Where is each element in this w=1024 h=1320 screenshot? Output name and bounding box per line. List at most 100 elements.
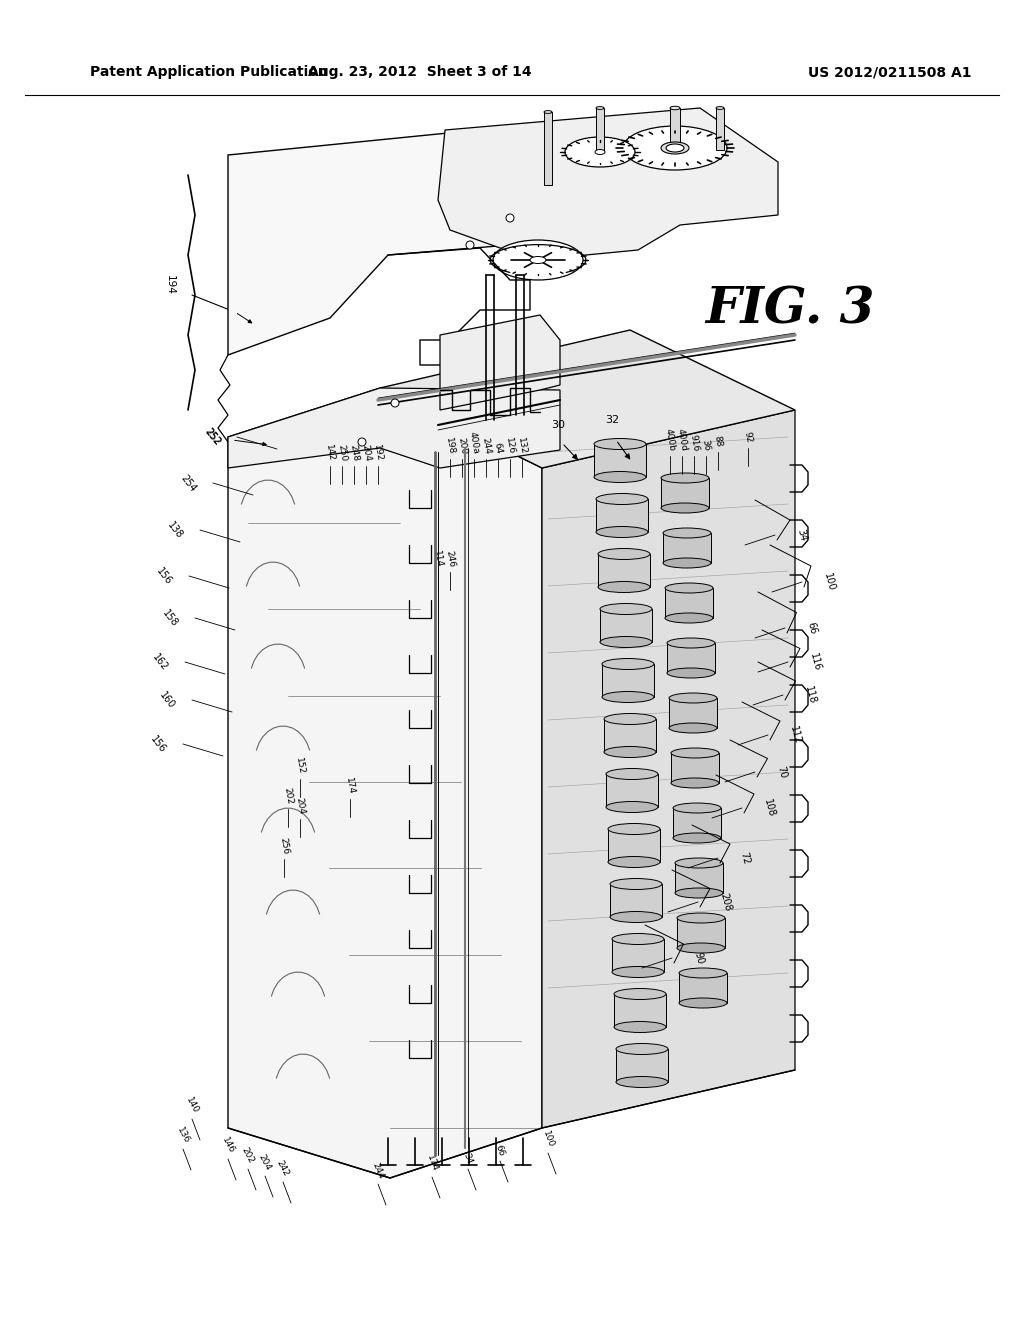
Text: 202: 202 [282,787,294,805]
Polygon shape [616,1049,668,1082]
Text: 152: 152 [294,756,306,775]
Polygon shape [604,719,656,752]
Polygon shape [716,108,724,150]
Text: 158: 158 [161,607,180,628]
Polygon shape [667,643,715,673]
Ellipse shape [596,527,648,537]
Ellipse shape [669,723,717,733]
Polygon shape [679,973,727,1003]
Polygon shape [544,112,552,185]
Text: 118: 118 [803,685,817,705]
Polygon shape [598,554,650,587]
Ellipse shape [673,833,721,843]
Text: 916: 916 [688,433,700,451]
Text: 64: 64 [493,442,504,455]
Text: 114: 114 [432,549,444,568]
Polygon shape [596,499,648,532]
Ellipse shape [598,582,650,593]
Ellipse shape [493,240,583,280]
Ellipse shape [612,933,664,945]
Text: 200: 200 [456,437,468,455]
Text: 246: 246 [444,549,456,568]
Polygon shape [671,752,719,783]
Ellipse shape [671,777,719,788]
Ellipse shape [595,149,605,154]
Ellipse shape [663,558,711,568]
Text: 36: 36 [700,440,712,451]
Ellipse shape [594,438,646,450]
Ellipse shape [610,912,662,923]
Text: 204: 204 [294,797,306,814]
Text: 250: 250 [336,444,348,462]
Polygon shape [596,108,604,152]
Text: 66: 66 [805,620,818,635]
Text: 400d: 400d [676,428,688,451]
Text: 174: 174 [425,1154,439,1173]
Polygon shape [228,388,542,1177]
Text: US 2012/0211508 A1: US 2012/0211508 A1 [808,65,972,79]
Text: 194: 194 [165,275,175,294]
Circle shape [466,242,474,249]
Ellipse shape [669,693,717,704]
Text: 138: 138 [166,520,185,540]
Text: 112: 112 [788,725,803,746]
Ellipse shape [614,1022,666,1032]
Polygon shape [440,315,560,411]
Ellipse shape [663,528,711,539]
Text: 254: 254 [178,473,198,494]
Ellipse shape [675,888,723,898]
Text: 116: 116 [808,652,822,672]
Text: 156: 156 [155,566,174,586]
Ellipse shape [662,143,689,154]
Ellipse shape [623,125,727,170]
Polygon shape [673,808,721,838]
Text: 208: 208 [718,892,732,912]
Polygon shape [669,698,717,729]
Ellipse shape [614,989,666,999]
Ellipse shape [665,583,713,593]
Ellipse shape [616,1077,668,1088]
Polygon shape [602,664,654,697]
Text: 160: 160 [158,689,177,710]
Ellipse shape [662,473,709,483]
Text: 244: 244 [480,437,492,455]
Ellipse shape [679,968,727,978]
Circle shape [391,399,399,407]
Text: 256: 256 [279,837,290,855]
Ellipse shape [598,549,650,560]
Ellipse shape [670,106,680,110]
Ellipse shape [666,144,684,152]
Ellipse shape [600,636,652,648]
Polygon shape [542,411,795,1129]
Ellipse shape [616,1044,668,1055]
Polygon shape [663,533,711,564]
Text: 72: 72 [738,850,751,866]
Ellipse shape [530,256,546,264]
Ellipse shape [677,913,725,923]
Text: 142: 142 [324,444,336,462]
Polygon shape [670,108,680,148]
Text: 162: 162 [151,652,170,672]
Ellipse shape [675,858,723,869]
Text: 248: 248 [348,444,359,462]
Ellipse shape [600,603,652,615]
Ellipse shape [604,747,656,758]
Ellipse shape [612,966,664,978]
Polygon shape [612,939,664,972]
Ellipse shape [662,503,709,513]
Text: Aug. 23, 2012  Sheet 3 of 14: Aug. 23, 2012 Sheet 3 of 14 [308,65,531,79]
Ellipse shape [665,612,713,623]
Text: 192: 192 [372,444,384,462]
Polygon shape [380,330,795,469]
Ellipse shape [679,998,727,1008]
Text: 132: 132 [516,437,528,455]
Text: 108: 108 [762,797,776,818]
Polygon shape [608,829,660,862]
Ellipse shape [602,659,654,669]
Circle shape [358,438,366,446]
Polygon shape [594,444,646,477]
Ellipse shape [565,137,635,168]
Text: 32: 32 [605,414,620,425]
Polygon shape [614,994,666,1027]
Ellipse shape [602,692,654,702]
